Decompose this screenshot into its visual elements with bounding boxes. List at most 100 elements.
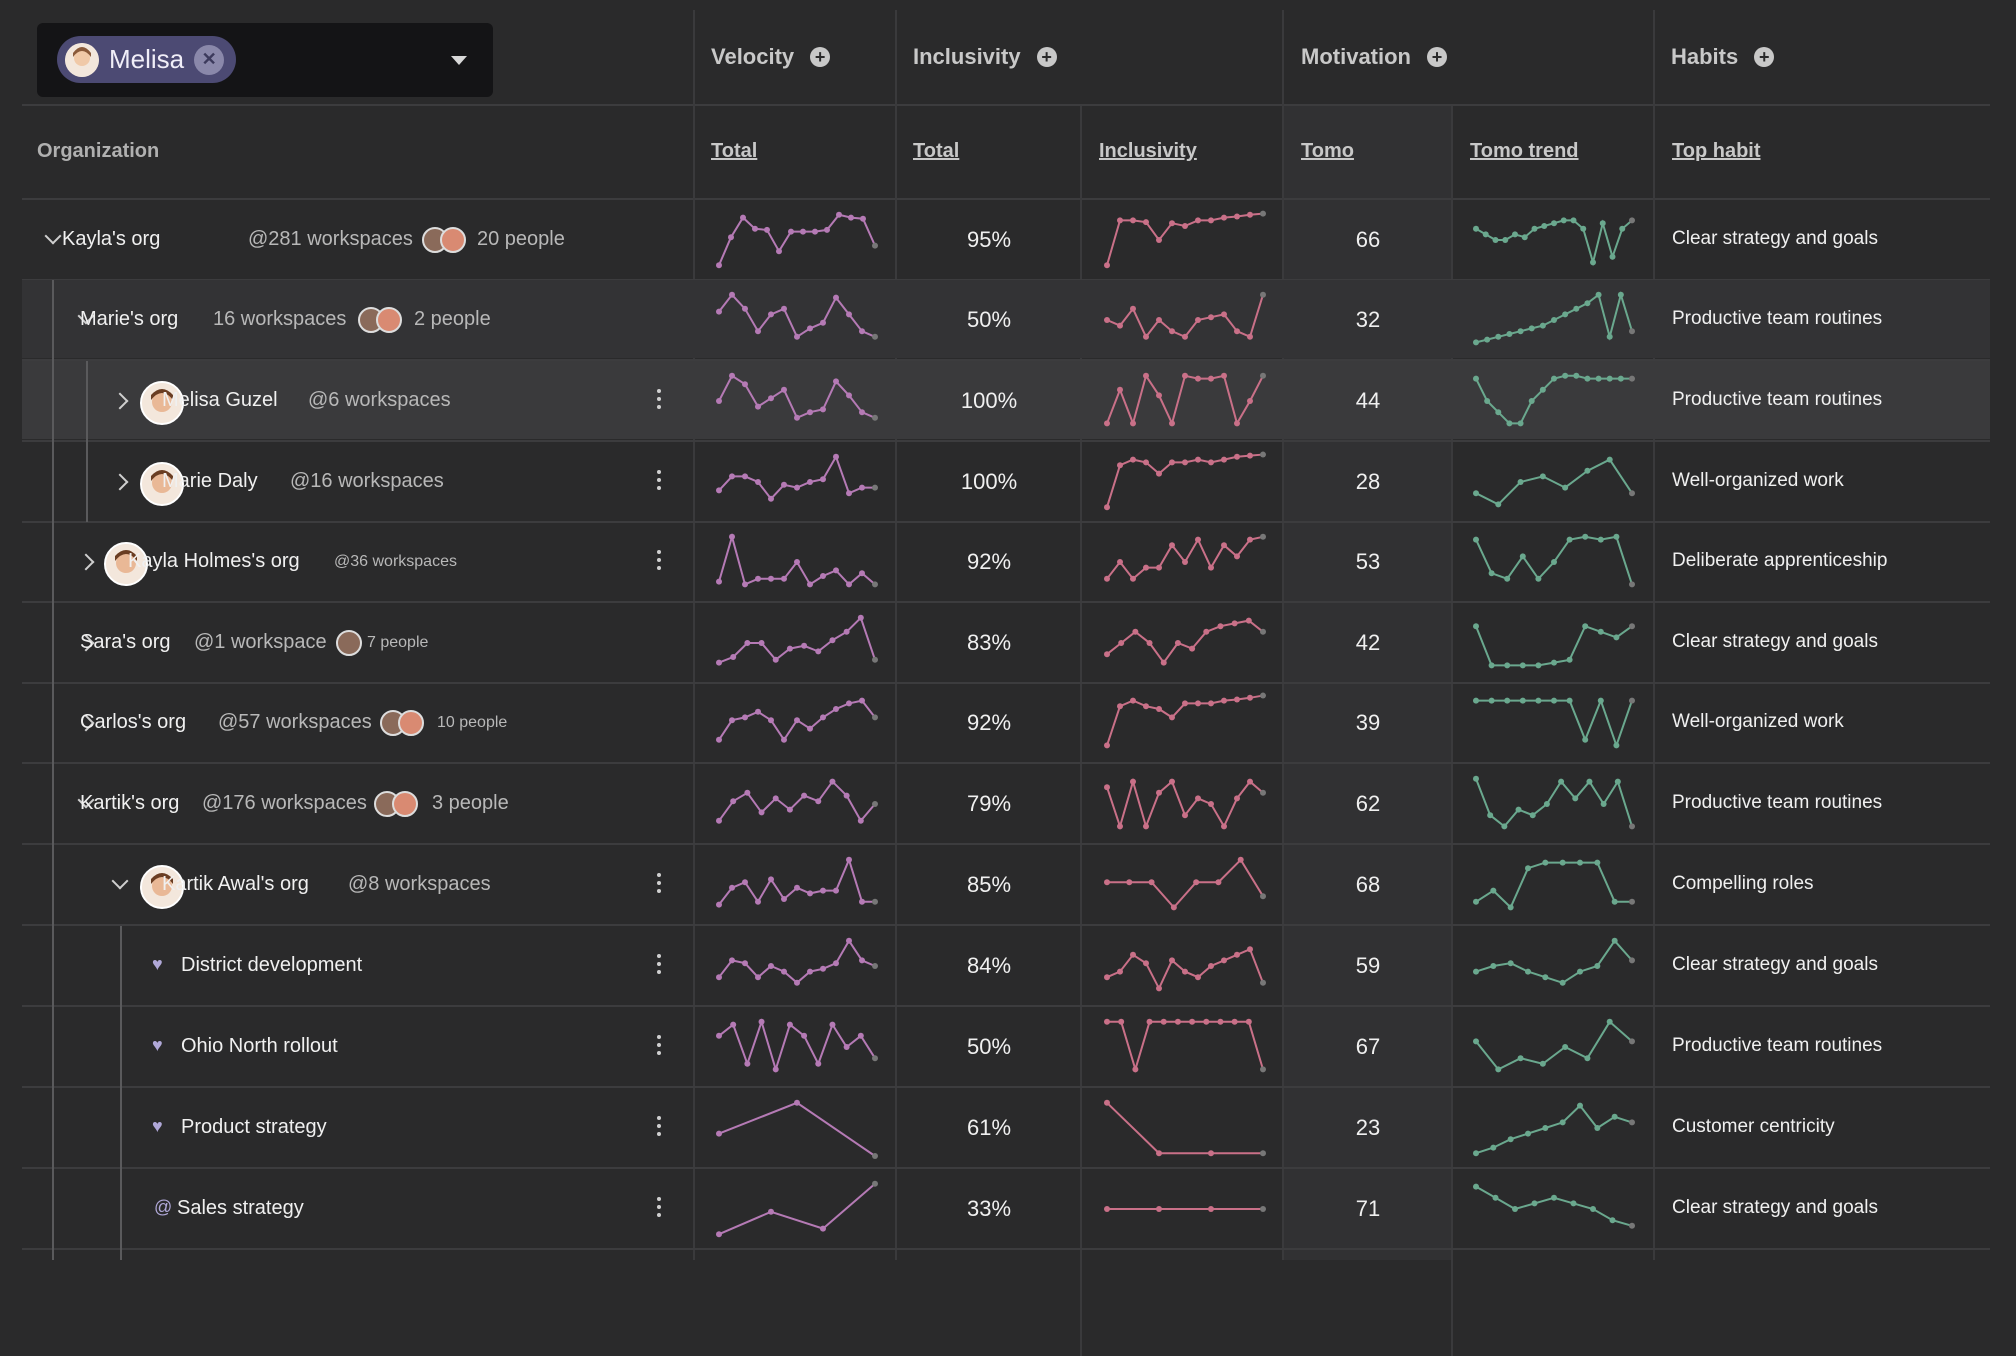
- spark-point: [716, 579, 722, 585]
- spark-point: [815, 1061, 821, 1067]
- spark-point: [1182, 223, 1188, 229]
- org-name[interactable]: Marie Daly: [162, 470, 258, 493]
- spark-point: [1541, 223, 1547, 229]
- org-name[interactable]: Kayla's org: [62, 228, 160, 251]
- spark-point: [1143, 334, 1149, 340]
- row-menu-icon[interactable]: [657, 550, 661, 570]
- spark-point: [1156, 237, 1162, 243]
- velocity-sparkline: [715, 1015, 879, 1079]
- org-name[interactable]: Kartik Awal's org: [162, 873, 309, 896]
- spark-point: [768, 311, 774, 317]
- workspace-count: @281 workspaces: [248, 228, 413, 251]
- spark-point: [1629, 823, 1635, 829]
- spark-point: [1525, 969, 1531, 975]
- row-menu-icon[interactable]: [657, 470, 661, 490]
- row-menu-icon[interactable]: [657, 1116, 661, 1136]
- spark-point: [1208, 314, 1214, 320]
- row-menu-icon[interactable]: [657, 954, 661, 974]
- org-name[interactable]: Product strategy: [181, 1116, 327, 1139]
- row-menu-icon[interactable]: [657, 389, 661, 409]
- spark-point: [794, 717, 800, 723]
- add-inclusivity-metric-icon[interactable]: +: [1037, 47, 1057, 67]
- spark-point: [759, 809, 765, 815]
- spark-point: [1502, 237, 1508, 243]
- people-count: 2 people: [414, 308, 491, 331]
- remove-user-icon[interactable]: ✕: [194, 45, 224, 75]
- row-menu-icon[interactable]: [657, 873, 661, 893]
- spark-point: [1542, 974, 1548, 980]
- spark-point: [773, 795, 779, 801]
- org-name[interactable]: Ohio North rollout: [181, 1035, 338, 1058]
- inclusivity-total: 95%: [929, 227, 1049, 253]
- spark-point: [794, 885, 800, 891]
- spark-point: [844, 793, 850, 799]
- spark-point: [768, 395, 774, 401]
- spark-point: [807, 325, 813, 331]
- spark-point: [1161, 1019, 1167, 1025]
- org-name[interactable]: Kartik's org: [80, 792, 179, 815]
- tree-indent-line: [120, 926, 122, 1260]
- spark-point: [716, 660, 722, 666]
- spark-point: [716, 1231, 722, 1237]
- spark-point: [872, 714, 878, 720]
- col-velocity-total[interactable]: Total: [711, 140, 757, 163]
- spark-point: [1525, 865, 1531, 871]
- col-organization[interactable]: Organization: [37, 140, 159, 163]
- spark-point: [1208, 963, 1214, 969]
- col-tomo-trend[interactable]: Tomo trend: [1470, 140, 1579, 163]
- inclusivity-total: 100%: [929, 469, 1049, 495]
- heart-workspace-icon: ♥: [152, 1116, 163, 1137]
- add-habits-metric-icon[interactable]: +: [1754, 47, 1774, 67]
- spark-point: [1596, 292, 1602, 298]
- people-count: 20 people: [477, 228, 565, 251]
- spark-point: [1473, 226, 1479, 232]
- spark-point: [820, 573, 826, 579]
- spark-point: [716, 398, 722, 404]
- spark-point: [1195, 974, 1201, 980]
- row-menu-icon[interactable]: [657, 1035, 661, 1055]
- spark-point: [794, 334, 800, 340]
- inclusivity-sparkline: [1103, 1015, 1267, 1079]
- row-divider: [22, 1248, 1990, 1250]
- org-name[interactable]: Sara's org: [80, 631, 171, 654]
- spark-point: [1571, 217, 1577, 223]
- spark-point: [848, 215, 854, 221]
- dropdown-caret-icon[interactable]: [451, 56, 467, 65]
- spark-point: [1573, 306, 1579, 312]
- col-inclusivity-trend[interactable]: Inclusivity: [1099, 140, 1197, 163]
- user-filter-select[interactable]: Melisa ✕: [37, 23, 493, 97]
- row-menu-icon[interactable]: [657, 1197, 661, 1217]
- col-inclusivity-total[interactable]: Total: [913, 140, 959, 163]
- workspace-count: @8 workspaces: [348, 873, 491, 896]
- spark-point: [1104, 974, 1110, 980]
- org-name[interactable]: Carlos's org: [80, 711, 186, 734]
- spark-point: [781, 969, 787, 975]
- spark-point: [1594, 1125, 1600, 1131]
- org-name[interactable]: Sales strategy: [177, 1197, 304, 1220]
- spark-point: [872, 334, 878, 340]
- spark-point: [768, 496, 774, 502]
- spark-point: [1560, 1119, 1566, 1125]
- spark-point: [1217, 1019, 1223, 1025]
- spark-point: [846, 311, 852, 317]
- org-name[interactable]: Marie's org: [80, 308, 178, 331]
- spark-point: [752, 226, 758, 232]
- org-name[interactable]: Kayla Holmes's org: [128, 550, 300, 573]
- spark-point: [755, 709, 761, 715]
- spark-point: [1529, 398, 1535, 404]
- spark-point: [1473, 623, 1479, 629]
- people-count: 3 people: [432, 792, 509, 815]
- spark-point: [846, 581, 852, 587]
- velocity-sparkline: [715, 1177, 879, 1241]
- org-name[interactable]: District development: [181, 954, 362, 977]
- col-top-habit[interactable]: Top habit: [1672, 140, 1761, 163]
- spark-point: [1260, 1066, 1266, 1072]
- spark-point: [1195, 376, 1201, 382]
- add-velocity-metric-icon[interactable]: +: [810, 47, 830, 67]
- add-motivation-metric-icon[interactable]: +: [1427, 47, 1447, 67]
- spark-point: [1234, 454, 1240, 460]
- spark-point: [1260, 1150, 1266, 1156]
- org-name[interactable]: Melisa Guzel: [162, 389, 278, 412]
- col-tomo[interactable]: Tomo: [1301, 140, 1354, 163]
- spark-point: [820, 714, 826, 720]
